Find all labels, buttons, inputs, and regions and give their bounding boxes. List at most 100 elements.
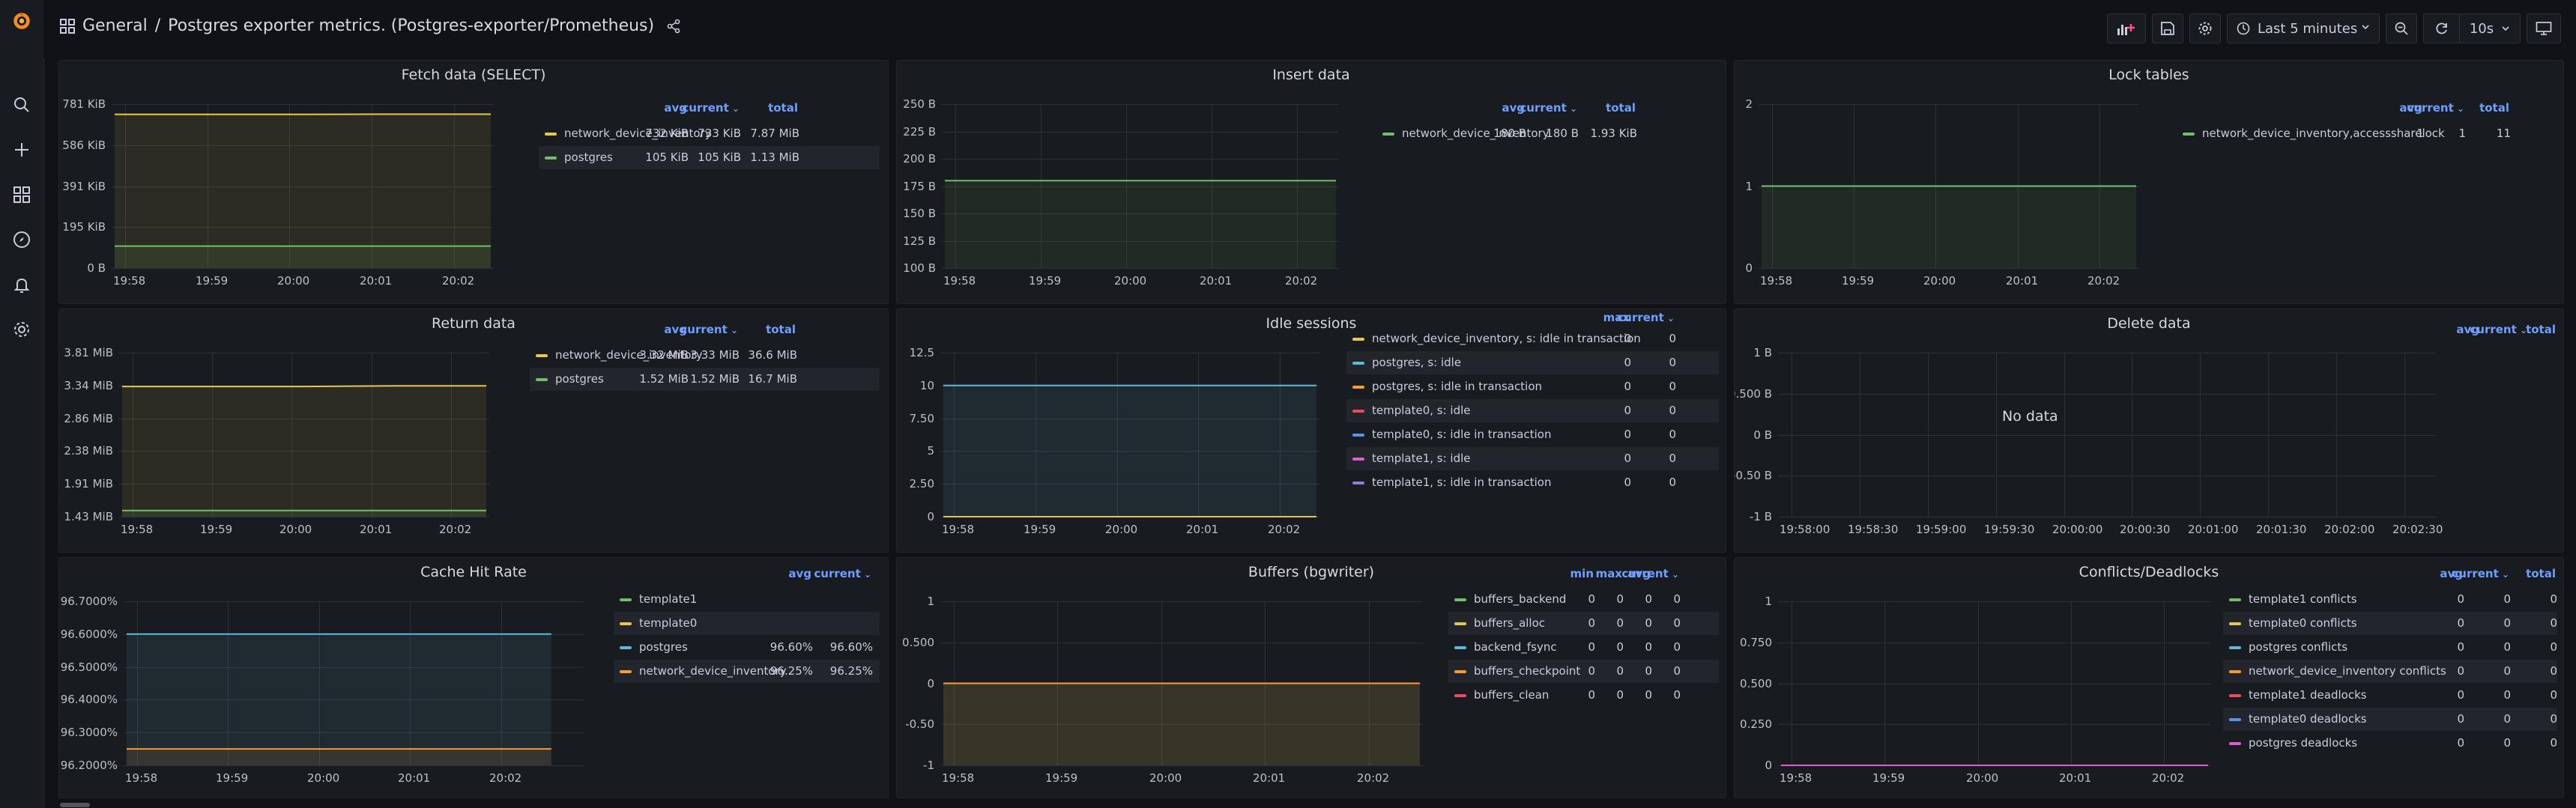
panel-insert[interactable]: Insert data 250 B 225 B 200 B 175 B 150 B 125 …	[896, 60, 1726, 304]
panel-cache[interactable]: Cache Hit Rate 96.7000% 96.6000% 96.5000% 96…	[58, 557, 889, 798]
legend-header-current[interactable]: current ⌄	[814, 567, 871, 580]
plot-area[interactable]	[940, 601, 1423, 767]
time-range-picker[interactable]: Last 5 minutes	[2227, 13, 2380, 43]
save-dashboard-button[interactable]	[2152, 13, 2183, 43]
panel-title[interactable]: Insert data	[1272, 67, 1350, 83]
tv-mode-button[interactable]	[2527, 13, 2561, 43]
plot-area[interactable]	[1778, 601, 2211, 767]
legend-header-avg[interactable]: avg	[2440, 567, 2463, 580]
legend-row[interactable]: template0 conflicts 0 0 0	[2223, 612, 2557, 635]
legend-header-avg[interactable]: avg	[2456, 323, 2479, 336]
legend-header-avg[interactable]: avg	[1627, 567, 1651, 580]
panel-title[interactable]: Return data	[432, 315, 515, 332]
panel-title[interactable]: Buffers (bgwriter)	[1248, 564, 1375, 580]
legend-row[interactable]: postgres 105 KiB 105 KiB 1.13 MiB	[539, 146, 880, 169]
horizontal-scrollbar[interactable]	[60, 803, 90, 807]
panel-title[interactable]: Fetch data (SELECT)	[401, 67, 546, 83]
panel-conflicts[interactable]: Conflicts/Deadlocks 1 0.750 0.500 0.250 0 19:5…	[1734, 557, 2564, 798]
legend-header-avg[interactable]: avg	[664, 101, 687, 115]
legend-header-current[interactable]: current ⌄	[680, 323, 738, 336]
legend-row[interactable]: network_device_inventory 732 KiB 733 KiB 7.…	[539, 122, 880, 145]
legend-row[interactable]: template0, s: idle in transaction 0 0	[1346, 423, 1719, 446]
refresh-interval-picker[interactable]: 10s	[2459, 13, 2521, 43]
legend-row[interactable]: network_device_inventory 180 B 180 B 1.93 K…	[1376, 122, 1717, 145]
legend-header-current[interactable]: current ⌄	[2452, 567, 2509, 580]
panel-title[interactable]: Lock tables	[2108, 67, 2189, 83]
legend-row[interactable]: postgres 96.60% 96.60%	[614, 636, 880, 659]
legend-row[interactable]: backend_fsync 0 0 0 0	[1448, 636, 1719, 659]
legend-header-max[interactable]: max	[1595, 567, 1622, 580]
legend-row[interactable]: template1, s: idle in transaction 0 0	[1346, 471, 1719, 494]
alerting-bell-icon[interactable]	[11, 274, 32, 295]
legend-row[interactable]: template0 deadlocks 0 0 0	[2223, 708, 2557, 731]
configuration-gear-icon[interactable]	[11, 319, 32, 340]
legend-row[interactable]: buffers_clean 0 0 0 0	[1448, 684, 1719, 707]
legend-header-avg[interactable]: avg	[664, 323, 687, 336]
legend-row[interactable]: postgres, s: idle 0 0	[1346, 351, 1719, 374]
plus-icon[interactable]	[11, 139, 32, 160]
legend-row[interactable]: template1, s: idle 0 0	[1346, 447, 1719, 470]
legend-header-current[interactable]: current ⌄	[1617, 311, 1675, 324]
plot-area[interactable]	[112, 104, 494, 270]
legend-header-min[interactable]: min	[1570, 567, 1594, 580]
legend-row[interactable]: network_device_inventory 3.32 MiB 3.33 MiB…	[530, 344, 880, 367]
legend-header-avg[interactable]: avg	[1502, 101, 1525, 115]
legend-header-avg[interactable]: avg	[788, 567, 811, 580]
legend-row[interactable]: buffers_checkpoint 0 0 0 0	[1448, 660, 1719, 683]
panel-title[interactable]: Conflicts/Deadlocks	[2078, 564, 2219, 580]
legend-header-total[interactable]: total	[768, 101, 798, 115]
panel-buffers[interactable]: Buffers (bgwriter) 1 0.500 0 -0.50 -1 19:58 19:…	[896, 557, 1726, 798]
legend-row[interactable]: template1	[614, 588, 880, 611]
search-icon[interactable]	[11, 94, 32, 115]
legend-header-total[interactable]: total	[1606, 101, 1636, 115]
panel-delete[interactable]: Delete data 1 B 0.500 B 0 B -0.50 B -1 B 19:58…	[1734, 309, 2564, 553]
plot-area[interactable]	[124, 601, 584, 767]
legend-row[interactable]: template1 conflicts 0 0 0	[2223, 588, 2557, 611]
grafana-logo-icon[interactable]	[11, 10, 32, 31]
plot-area[interactable]	[119, 353, 489, 518]
panel-title[interactable]: Cache Hit Rate	[420, 564, 527, 580]
legend-row[interactable]: postgres 1.52 MiB 1.52 MiB 16.7 MiB	[530, 368, 880, 391]
add-panel-button[interactable]	[2107, 13, 2146, 43]
legend-row[interactable]: buffers_alloc 0 0 0 0	[1448, 612, 1719, 635]
legend-row[interactable]: buffers_backend 0 0 0 0	[1448, 588, 1719, 611]
legend-header-current[interactable]: current ⌄	[682, 101, 740, 115]
panel-fetch[interactable]: Fetch data (SELECT) 781 KiB 586 KiB 391 KiB…	[58, 60, 889, 304]
legend-row[interactable]: network_device_inventory 96.25% 96.25%	[614, 660, 880, 683]
legend-row[interactable]: postgres deadlocks 0 0 0	[2223, 732, 2557, 755]
legend-header-total[interactable]: total	[2526, 323, 2556, 336]
legend-header-avg[interactable]: avg	[2399, 101, 2422, 115]
panel-idle[interactable]: Idle sessions 12.5 10 7.50 5 2.50 0 19:58 19:59 2…	[896, 309, 1726, 553]
panel-return[interactable]: Return data 3.81 MiB 3.34 MiB 2.86 MiB 2.38 …	[58, 309, 889, 553]
share-icon[interactable]	[666, 19, 681, 34]
plot-area[interactable]	[1778, 353, 2436, 518]
legend-row[interactable]: network_device_inventory conflicts 0 0 0	[2223, 660, 2557, 683]
legend-row[interactable]: template1 deadlocks 0 0 0	[2223, 684, 2557, 707]
plot-area[interactable]	[942, 104, 1339, 270]
legend-header-total[interactable]: total	[2526, 567, 2556, 580]
panel-title[interactable]: Delete data	[2107, 315, 2191, 332]
legend-header-current[interactable]: current ⌄	[2407, 101, 2464, 115]
dashboards-icon[interactable]	[11, 184, 32, 205]
legend-header-current[interactable]: current ⌄	[2470, 323, 2527, 336]
legend-row[interactable]: template0, s: idle 0 0	[1346, 399, 1719, 422]
dashboards-grid-icon[interactable]	[60, 18, 75, 34]
legend-header-current[interactable]: current ⌄	[1520, 101, 1577, 115]
plot-area[interactable]	[1759, 104, 2139, 270]
zoom-out-button[interactable]	[2386, 13, 2417, 43]
dashboard-settings-button[interactable]	[2189, 13, 2221, 43]
legend-row[interactable]: postgres, s: idle in transaction 0 0	[1346, 375, 1719, 398]
panel-title[interactable]: Idle sessions	[1266, 315, 1357, 332]
legend-row[interactable]: postgres conflicts 0 0 0	[2223, 636, 2557, 659]
breadcrumb-folder-link[interactable]: General	[82, 16, 148, 35]
legend-header-max[interactable]: max	[1603, 311, 1630, 324]
legend-header-total[interactable]: total	[766, 323, 796, 336]
panel-lock[interactable]: Lock tables 2 1 0 19:58 19:59 20:00 20:01 20:02 a…	[1734, 60, 2564, 304]
legend-header-current[interactable]: current ⌄	[1621, 567, 1679, 580]
dashboard-title[interactable]: Postgres exporter metrics. (Postgres-exp…	[168, 16, 655, 35]
legend-row[interactable]: network_device_inventory, s: idle in tra…	[1346, 327, 1719, 350]
plot-area[interactable]	[940, 353, 1319, 518]
legend-row[interactable]: template0	[614, 612, 880, 635]
refresh-button[interactable]	[2423, 13, 2459, 43]
legend-header-total[interactable]: total	[2479, 101, 2509, 115]
